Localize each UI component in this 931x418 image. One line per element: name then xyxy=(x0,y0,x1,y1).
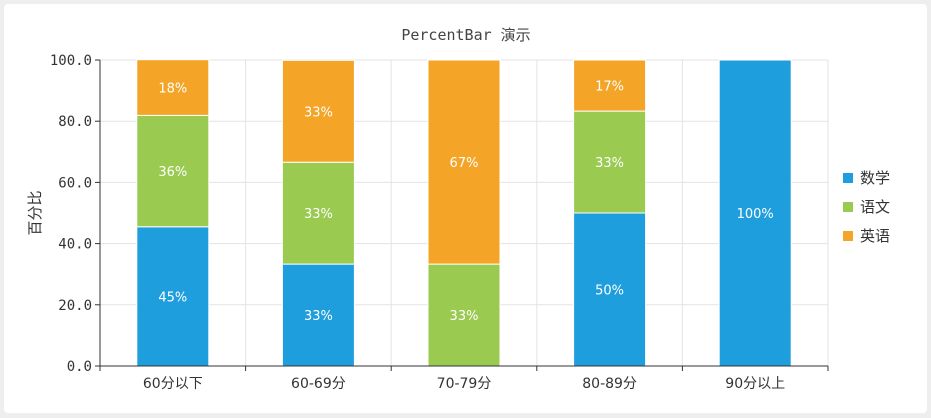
bar-segment[interactable] xyxy=(136,226,210,367)
chart-title: PercentBar 演示 xyxy=(401,26,530,44)
x-tick-label: 90分以上 xyxy=(725,376,785,392)
data-label: 33% xyxy=(595,156,624,171)
data-label: 18% xyxy=(158,82,187,97)
bar-segment[interactable] xyxy=(573,59,647,112)
bars: 45% 36% 18% 33% 33% 33% 33% 67% 50% 33% 17% 100% xyxy=(136,59,792,367)
data-label: 33% xyxy=(304,309,333,324)
bar-segment[interactable] xyxy=(427,59,501,265)
bar-segment[interactable] xyxy=(136,59,210,116)
y-axis-label: 百分比 xyxy=(26,190,44,235)
y-tick-label: 100.0 xyxy=(50,53,92,69)
data-label: 45% xyxy=(158,290,187,305)
bar-segment[interactable] xyxy=(136,114,210,228)
data-label: 33% xyxy=(304,105,333,120)
legend-swatch[interactable] xyxy=(843,231,853,241)
legend-label[interactable]: 数学 xyxy=(860,169,890,187)
bar-segment[interactable] xyxy=(718,59,792,367)
data-label: 17% xyxy=(595,80,624,95)
axes: 0.0 20.0 40.0 60.0 80.0 100.0 60分以下 60-69分 70-79… xyxy=(50,53,829,392)
y-tick-label: 40.0 xyxy=(58,237,92,253)
bar-segment[interactable] xyxy=(281,59,355,163)
x-tick-label: 70-79分 xyxy=(437,376,492,392)
bar-segment[interactable] xyxy=(573,110,647,214)
data-label: 33% xyxy=(450,309,479,324)
legend-swatch[interactable] xyxy=(843,173,853,183)
data-label: 36% xyxy=(158,165,187,180)
legend-label[interactable]: 英语 xyxy=(860,227,890,245)
data-label: 33% xyxy=(304,207,333,222)
data-label: 50% xyxy=(595,284,624,299)
x-tick-label: 60-69分 xyxy=(291,376,346,392)
y-tick-label: 60.0 xyxy=(58,175,92,191)
x-tick-label: 60分以下 xyxy=(143,376,203,392)
bar-segment[interactable] xyxy=(281,263,355,367)
y-tick-label: 0.0 xyxy=(67,359,92,375)
y-tick-label: 80.0 xyxy=(58,114,92,130)
legend-swatch[interactable] xyxy=(843,202,853,212)
y-tick-label: 20.0 xyxy=(58,298,92,314)
bar-segment[interactable] xyxy=(573,212,647,367)
data-label: 67% xyxy=(450,156,479,171)
data-label: 100% xyxy=(737,207,774,222)
x-tick-label: 80-89分 xyxy=(582,376,637,392)
legend-label[interactable]: 语文 xyxy=(860,198,890,216)
bar-segment[interactable] xyxy=(281,161,355,265)
